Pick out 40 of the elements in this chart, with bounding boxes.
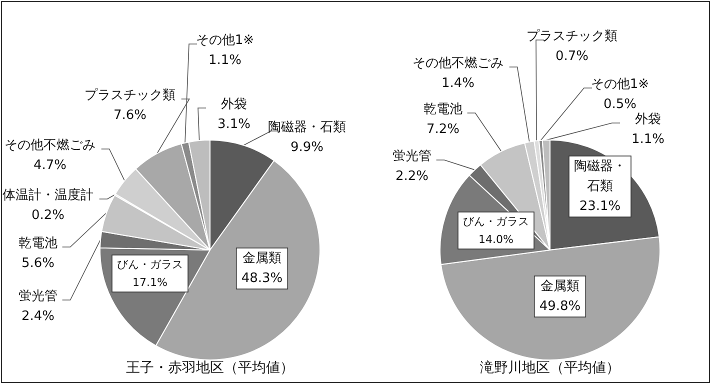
- data-label: 7.6%: [113, 108, 147, 123]
- data-label: 1.1%: [208, 53, 242, 68]
- slice-label: 乾電池: [424, 102, 462, 117]
- text: 王子・赤羽地区（平均値）: [126, 360, 294, 376]
- data-label: 3.1%: [217, 117, 251, 132]
- text: 滝野川地区（平均値）: [480, 360, 620, 376]
- slice-label: 蛍光管: [18, 289, 58, 304]
- data-label: 48.3%: [241, 271, 283, 286]
- slice-label: 金属類: [540, 279, 580, 294]
- slice-label: プラスチック類: [84, 88, 176, 103]
- data-label: 4.7%: [33, 158, 67, 173]
- data-label: 1.1%: [631, 132, 665, 147]
- data-label: 23.1%: [579, 199, 621, 214]
- slice-label: 外袋: [635, 112, 661, 127]
- slice-label: その他1※: [196, 33, 254, 48]
- data-label: 49.8%: [539, 299, 581, 314]
- slice-label: 蛍光管: [392, 149, 432, 164]
- data-label: 0.5%: [603, 97, 637, 112]
- slice-label: 外袋: [221, 97, 247, 112]
- slice-label: 乾電池: [18, 236, 58, 251]
- data-label: 0.2%: [31, 208, 65, 223]
- slice-label: その他不燃ごみ: [412, 56, 504, 71]
- slice-label: 金属類: [242, 251, 282, 266]
- slice-label: プラスチック類: [526, 29, 618, 44]
- data-label: 14.0%: [478, 233, 514, 246]
- slice-label: その他1※: [590, 77, 650, 92]
- slice-label: その他不燃ごみ: [4, 138, 96, 153]
- slice-label: びん・ガラス: [117, 258, 183, 271]
- slice-label: 体温計・温度計: [2, 187, 94, 203]
- data-label: 5.6%: [21, 256, 55, 271]
- slice-label: 陶磁器・石類: [268, 120, 346, 135]
- data-label: 9.9%: [290, 140, 324, 155]
- data-label: 0.7%: [555, 49, 589, 64]
- data-label: 17.1%: [132, 276, 168, 289]
- data-label: 2.2%: [395, 169, 429, 184]
- slice-label: 陶磁器・石類: [574, 159, 626, 194]
- slice-label: びん・ガラス: [463, 215, 529, 228]
- data-label: 1.4%: [441, 76, 475, 91]
- data-label: 7.2%: [426, 122, 460, 137]
- data-label: 2.4%: [21, 309, 55, 324]
